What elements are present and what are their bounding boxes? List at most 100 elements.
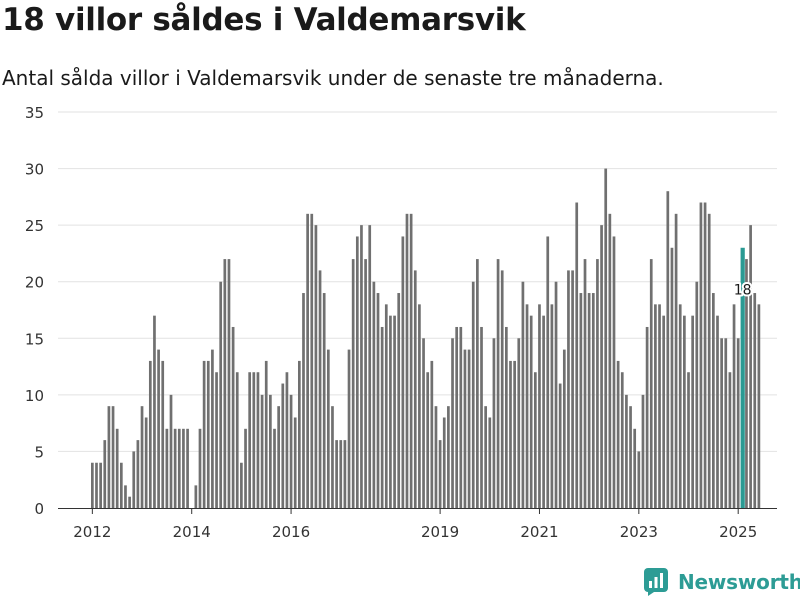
bar (720, 338, 723, 508)
bar (757, 304, 761, 508)
bar (306, 213, 309, 509)
x-tick-label: 2012 (73, 523, 111, 541)
bar (211, 349, 214, 508)
bar (492, 338, 496, 508)
bar (447, 406, 450, 508)
y-tick-label: 25 (25, 217, 44, 235)
bar (620, 372, 624, 508)
bar (509, 360, 512, 508)
bar (293, 417, 297, 508)
bar (223, 259, 227, 508)
bar (554, 281, 558, 508)
bar (413, 270, 417, 508)
bar (99, 462, 102, 508)
bar (645, 326, 649, 508)
bar (273, 428, 276, 508)
bar (654, 304, 657, 508)
bar (173, 428, 177, 508)
bar (575, 202, 579, 508)
bar (517, 338, 521, 508)
bar (434, 406, 438, 508)
y-tick-label: 0 (34, 500, 44, 518)
bar (215, 372, 218, 508)
bar (153, 315, 156, 508)
bar (670, 247, 674, 508)
y-tick-label: 15 (25, 330, 44, 348)
bar (260, 394, 264, 508)
bar (281, 383, 285, 508)
bar (529, 315, 533, 508)
bar (397, 293, 401, 508)
bar (186, 428, 189, 508)
bar (600, 225, 603, 508)
bar (227, 259, 231, 508)
bar (712, 293, 715, 508)
bar (637, 451, 641, 508)
bar (484, 406, 487, 508)
bar (405, 213, 409, 509)
bar (608, 213, 612, 509)
bar (691, 315, 694, 508)
bar (285, 372, 289, 508)
bar (194, 485, 198, 508)
bar (298, 360, 301, 508)
bar (579, 293, 583, 508)
bar (426, 372, 430, 508)
bar (322, 293, 326, 508)
bar (542, 315, 545, 508)
bar (351, 259, 355, 508)
bar (124, 485, 127, 508)
y-tick-label: 5 (34, 443, 44, 461)
x-tick-label: 2025 (719, 523, 757, 541)
bar (662, 315, 666, 508)
bar (625, 394, 628, 508)
bar (500, 270, 504, 508)
bar (463, 349, 467, 508)
bar (678, 304, 682, 508)
bar (596, 259, 599, 508)
bar (103, 440, 107, 508)
bar (91, 462, 94, 508)
bar (418, 304, 421, 508)
highlight-bar (740, 247, 745, 508)
bar (591, 293, 595, 508)
bar (364, 259, 367, 508)
bar (289, 394, 293, 508)
bar (372, 281, 376, 508)
bar (587, 293, 591, 508)
bar (310, 213, 314, 509)
bar (393, 315, 396, 508)
bar (612, 236, 616, 508)
bar (235, 372, 239, 508)
bar (538, 304, 541, 508)
bar (459, 326, 463, 508)
bar (674, 213, 678, 509)
x-tick-label: 2023 (620, 523, 658, 541)
bar (111, 406, 115, 508)
bar (256, 372, 260, 508)
bar (157, 349, 160, 508)
bar (376, 293, 380, 508)
bar (666, 191, 670, 508)
bar (442, 417, 446, 508)
bar (177, 428, 181, 508)
bar (206, 360, 210, 508)
bar (347, 349, 351, 508)
bar (107, 406, 111, 508)
bar (140, 406, 144, 508)
bar (633, 428, 637, 508)
bar (604, 168, 608, 509)
bar (136, 440, 140, 508)
bar (119, 462, 123, 508)
y-tick-label: 35 (25, 104, 44, 122)
bar (505, 326, 508, 508)
bar (252, 372, 256, 508)
bar (658, 304, 661, 508)
bar (521, 281, 525, 508)
bar (467, 349, 471, 508)
x-tick-label: 2021 (520, 523, 558, 541)
y-tick-label: 20 (25, 274, 44, 292)
bar (401, 236, 405, 508)
bar (389, 315, 392, 508)
bar (683, 315, 686, 508)
